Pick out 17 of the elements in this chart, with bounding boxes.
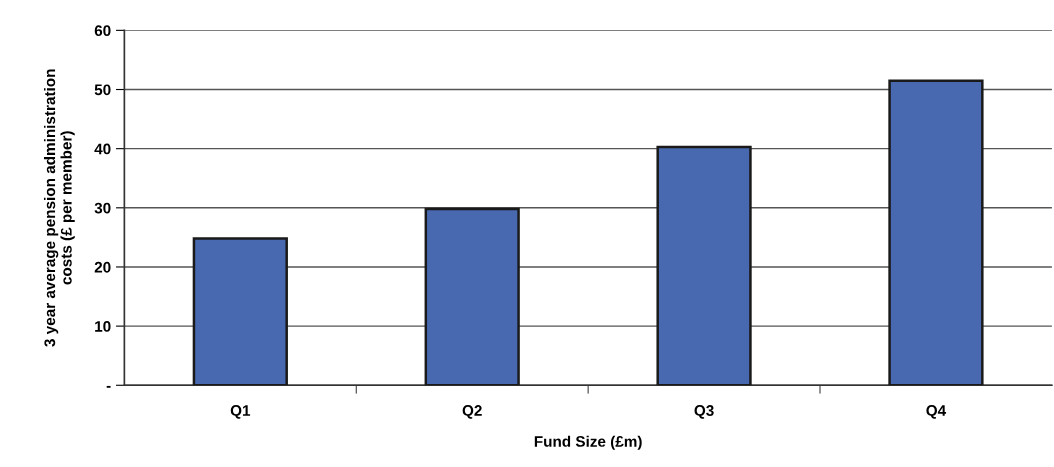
- y-tick-label: 50: [94, 84, 111, 96]
- x-tick-label: Q2: [462, 405, 482, 419]
- y-tick-label: 40: [94, 143, 111, 155]
- bar: [424, 207, 520, 386]
- x-tick-label: Q3: [694, 405, 714, 419]
- x-axis-title: Fund Size (£m): [534, 435, 642, 450]
- y-tick-label: -: [106, 385, 111, 388]
- bar: [656, 145, 752, 386]
- y-tick-label: 30: [94, 202, 111, 214]
- bar: [192, 237, 288, 386]
- y-axis-title: 3 year average pension administration costs (£ per member): [43, 69, 75, 347]
- y-tick-label: 60: [94, 25, 111, 37]
- x-tick-label: Q4: [926, 405, 947, 419]
- y-tick-label: 20: [94, 261, 111, 273]
- bar: [888, 79, 984, 386]
- y-tick-label: 10: [95, 320, 111, 332]
- x-tick-label: Q1: [230, 405, 251, 419]
